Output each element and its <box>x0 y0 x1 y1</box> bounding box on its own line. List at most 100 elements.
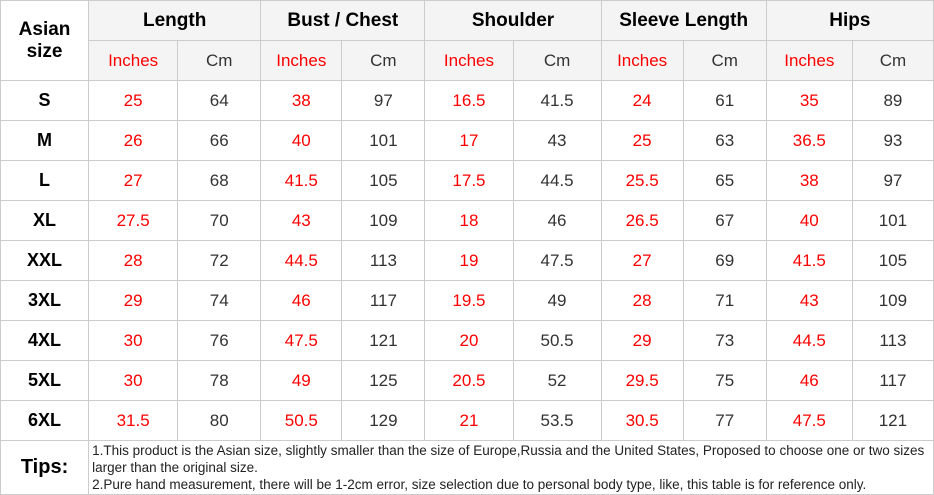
size-row-4xl: 4XL 30 76 47.5 121 20 50.5 29 73 44.5 113 <box>0 320 934 361</box>
unit-header-cm: Cm <box>341 40 426 81</box>
group-header-hips: Hips <box>765 0 934 41</box>
unit-header-inches: Inches <box>765 40 853 81</box>
value-cell: 71 <box>682 280 767 321</box>
value-cell: 27 <box>600 240 684 281</box>
value-cell: 43 <box>260 200 343 241</box>
value-cell: 43 <box>765 280 853 321</box>
value-cell: 26 <box>88 120 179 161</box>
value-cell: 101 <box>851 200 934 241</box>
value-cell: 27 <box>88 160 179 201</box>
value-cell: 49 <box>512 280 602 321</box>
value-cell: 29 <box>88 280 179 321</box>
value-cell: 41.5 <box>512 80 602 121</box>
value-cell: 66 <box>177 120 262 161</box>
value-cell: 29 <box>600 320 684 361</box>
unit-header-cm: Cm <box>682 40 767 81</box>
tips-row: Tips: 1.This product is the Asian size, … <box>0 440 934 495</box>
value-cell: 109 <box>341 200 426 241</box>
value-cell: 30 <box>88 360 179 401</box>
size-label: XXL <box>0 240 90 281</box>
corner-header-asian-size: Asian size <box>0 0 90 81</box>
size-label: XL <box>0 200 90 241</box>
value-cell: 129 <box>341 400 426 441</box>
size-row-l: L 27 68 41.5 105 17.5 44.5 25.5 65 38 97 <box>0 160 934 201</box>
value-cell: 67 <box>682 200 767 241</box>
size-row-xxl: XXL 28 72 44.5 113 19 47.5 27 69 41.5 105 <box>0 240 934 281</box>
value-cell: 64 <box>177 80 262 121</box>
value-cell: 113 <box>851 320 934 361</box>
value-cell: 46 <box>512 200 602 241</box>
value-cell: 40 <box>765 200 853 241</box>
value-cell: 26.5 <box>600 200 684 241</box>
value-cell: 46 <box>765 360 853 401</box>
value-cell: 44.5 <box>260 240 343 281</box>
unit-header-inches: Inches <box>88 40 179 81</box>
value-cell: 29.5 <box>600 360 684 401</box>
value-cell: 117 <box>851 360 934 401</box>
value-cell: 24 <box>600 80 684 121</box>
value-cell: 105 <box>341 160 426 201</box>
unit-header-inches: Inches <box>424 40 514 81</box>
value-cell: 28 <box>88 240 179 281</box>
value-cell: 17 <box>424 120 514 161</box>
value-cell: 121 <box>341 320 426 361</box>
value-cell: 78 <box>177 360 262 401</box>
group-header-length: Length <box>88 0 262 41</box>
value-cell: 25.5 <box>600 160 684 201</box>
value-cell: 105 <box>851 240 934 281</box>
table-header: Asian size Length Bust / Chest Shoulder Sle… <box>0 0 934 81</box>
size-row-5xl: 5XL 30 78 49 125 20.5 52 29.5 75 46 117 <box>0 360 934 401</box>
size-label: 4XL <box>0 320 90 361</box>
value-cell: 52 <box>512 360 602 401</box>
value-cell: 41.5 <box>765 240 853 281</box>
value-cell: 121 <box>851 400 934 441</box>
value-cell: 125 <box>341 360 426 401</box>
value-cell: 113 <box>341 240 426 281</box>
value-cell: 46 <box>260 280 343 321</box>
value-cell: 35 <box>765 80 853 121</box>
value-cell: 76 <box>177 320 262 361</box>
table-footer: Tips: 1.This product is the Asian size, … <box>0 440 934 495</box>
size-row-m: M 26 66 40 101 17 43 25 63 36.5 93 <box>0 120 934 161</box>
value-cell: 30.5 <box>600 400 684 441</box>
value-cell: 89 <box>851 80 934 121</box>
unit-header-inches: Inches <box>600 40 684 81</box>
unit-header-cm: Cm <box>512 40 602 81</box>
size-row-s: S 25 64 38 97 16.5 41.5 24 61 35 89 <box>0 80 934 121</box>
value-cell: 80 <box>177 400 262 441</box>
unit-header-cm: Cm <box>177 40 262 81</box>
value-cell: 30 <box>88 320 179 361</box>
value-cell: 97 <box>341 80 426 121</box>
value-cell: 97 <box>851 160 934 201</box>
value-cell: 47.5 <box>260 320 343 361</box>
value-cell: 49 <box>260 360 343 401</box>
value-cell: 44.5 <box>512 160 602 201</box>
group-header-bust-chest: Bust / Chest <box>260 0 426 41</box>
value-cell: 68 <box>177 160 262 201</box>
size-label: 6XL <box>0 400 90 441</box>
value-cell: 21 <box>424 400 514 441</box>
group-header-sleeve-length: Sleeve Length <box>600 0 767 41</box>
value-cell: 17.5 <box>424 160 514 201</box>
value-cell: 18 <box>424 200 514 241</box>
group-header-row: Asian size Length Bust / Chest Shoulder Sle… <box>0 0 934 81</box>
value-cell: 75 <box>682 360 767 401</box>
value-cell: 25 <box>600 120 684 161</box>
unit-header-row: Inches Cm Inches Cm Inches Cm Inches Cm Inches Cm <box>1 40 934 81</box>
value-cell: 101 <box>341 120 426 161</box>
tips-label: Tips: <box>0 440 90 495</box>
value-cell: 31.5 <box>88 400 179 441</box>
table-body: S 25 64 38 97 16.5 41.5 24 61 35 89 M 26 66 40 101 17 43 2… <box>0 80 934 441</box>
value-cell: 27.5 <box>88 200 179 241</box>
value-cell: 28 <box>600 280 684 321</box>
value-cell: 63 <box>682 120 767 161</box>
value-cell: 50.5 <box>260 400 343 441</box>
value-cell: 47.5 <box>512 240 602 281</box>
value-cell: 41.5 <box>260 160 343 201</box>
tips-line: 2.Pure hand measurement, there will be 1… <box>92 477 867 492</box>
value-cell: 53.5 <box>512 400 602 441</box>
value-cell: 74 <box>177 280 262 321</box>
size-row-6xl: 6XL 31.5 80 50.5 129 21 53.5 30.5 77 47.5 121 <box>0 400 934 441</box>
value-cell: 77 <box>682 400 767 441</box>
